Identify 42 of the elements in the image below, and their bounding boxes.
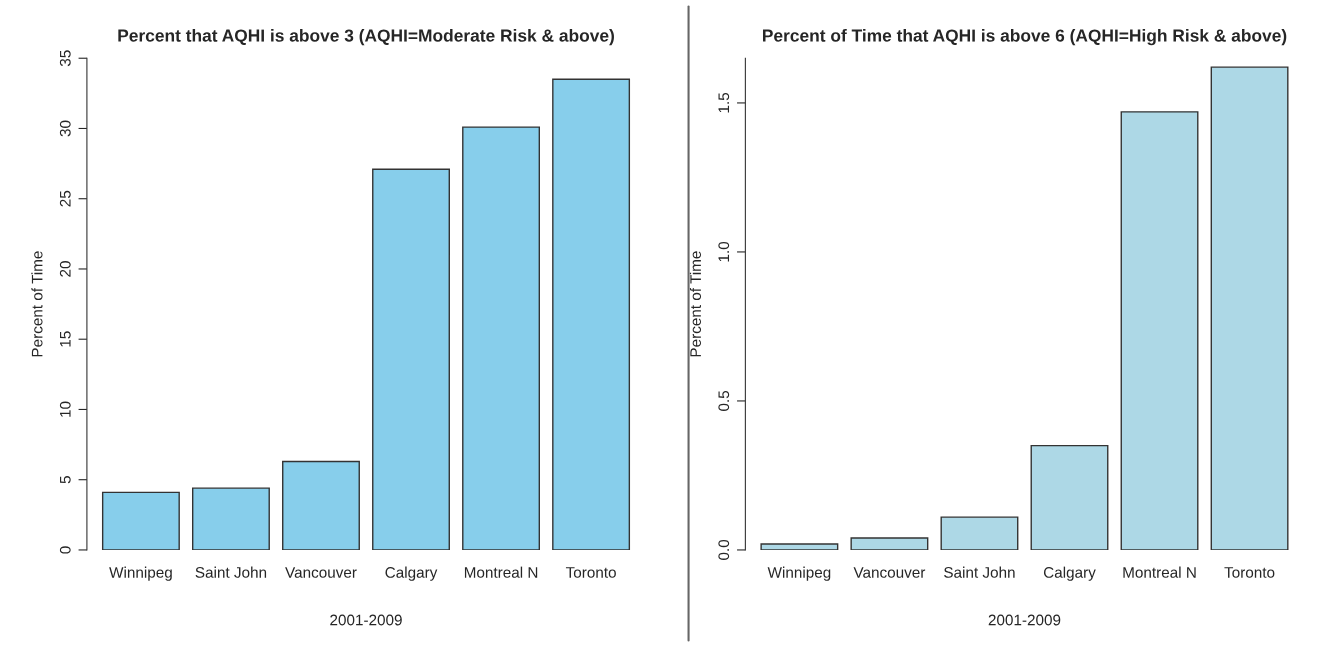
x-tick-label: Calgary — [1043, 566, 1096, 581]
x-tick-label: Winnipeg — [767, 566, 831, 581]
bar — [1120, 111, 1199, 550]
bar — [850, 537, 929, 550]
x-tick-label: Montreal N — [1123, 566, 1196, 578]
y-tick-label: 20 — [59, 261, 71, 277]
y-tick-label: 1.5 — [718, 92, 730, 113]
y-tick-label: 10 — [59, 401, 71, 417]
bar — [101, 491, 180, 550]
chart-title: Percent of Time that AQHI is above 6 (AQHI=High Risk & above) — [763, 28, 1287, 46]
x-tick-label: Calgary — [385, 566, 438, 581]
bar — [760, 543, 839, 550]
y-tick-label: 35 — [59, 50, 71, 67]
x-tick-label: Toronto — [565, 567, 616, 578]
x-tick-label: Vancouver — [853, 567, 926, 578]
bar — [940, 516, 1019, 550]
y-tick-label: 15 — [60, 331, 71, 347]
x-tick-label: Saint John — [195, 566, 267, 578]
bar — [462, 126, 541, 550]
x-tick-label: Montreal N — [464, 566, 538, 578]
bar — [552, 78, 631, 550]
x-tick-label: Vancouver — [285, 567, 357, 578]
bar — [372, 168, 450, 550]
y-tick-label: 0.0 — [718, 539, 730, 560]
y-tick-label: 0.5 — [718, 390, 730, 411]
y-tick-label: 25 — [59, 190, 71, 207]
bar — [1210, 66, 1289, 550]
y-tick-label: 0 — [59, 546, 71, 554]
y-tick-label: 1.0 — [718, 241, 730, 262]
x-axis-title: 2001-2009 — [988, 614, 1061, 626]
x-tick-label: Toronto — [1224, 567, 1275, 578]
y-tick-label: 5 — [60, 476, 71, 484]
bar — [1030, 444, 1109, 550]
x-axis-title: 2001-2009 — [330, 614, 402, 626]
y-tick-label: 30 — [59, 120, 71, 137]
x-tick-label: Winnipeg — [109, 566, 172, 581]
bar — [191, 487, 270, 550]
bar — [282, 460, 360, 550]
x-tick-label: Saint John — [944, 566, 1015, 578]
y-axis-title: Percent of Time — [689, 251, 702, 357]
y-axis-title: Percent of Time — [31, 251, 43, 357]
chart-title: Percent that AQHI is above 3 (AQHI=Moderate Risk & above) — [118, 28, 614, 46]
